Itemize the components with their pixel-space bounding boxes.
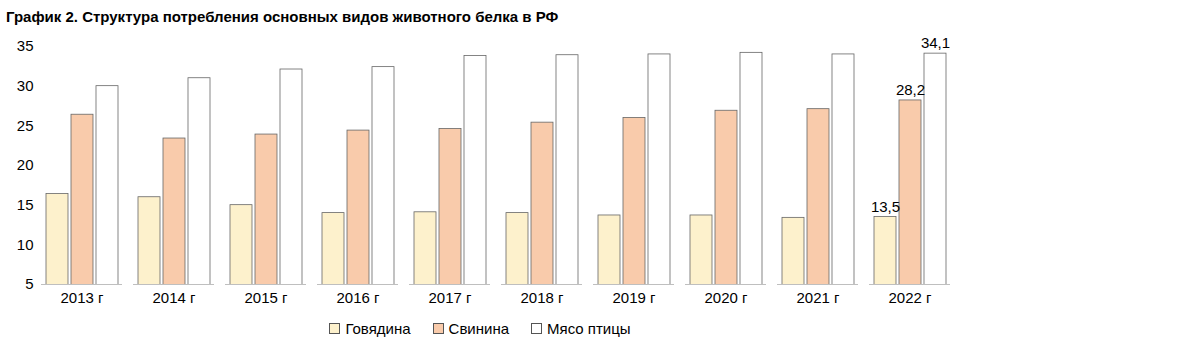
svg-text:28,2: 28,2: [896, 81, 925, 98]
svg-text:15: 15: [17, 196, 34, 213]
html-text:Свинина: Свинина: [448, 320, 509, 337]
svg-text:2015 г: 2015 г: [244, 289, 288, 306]
svg-text:2018 г: 2018 г: [520, 289, 564, 306]
html-text:Мясо птицы: Мясо птицы: [547, 320, 631, 337]
svg-text:2019 г: 2019 г: [612, 289, 656, 306]
svg-text:2021 г: 2021 г: [796, 289, 840, 306]
svg-text:34,1: 34,1: [921, 34, 950, 51]
svg-text:2016 г: 2016 г: [336, 289, 380, 306]
svg-text:10: 10: [17, 236, 34, 253]
svg-text:25: 25: [17, 117, 34, 134]
svg-text:5: 5: [25, 275, 33, 292]
svg-text:2013 г: 2013 г: [60, 289, 104, 306]
svg-text:20: 20: [17, 156, 34, 173]
svg-text:2022 г: 2022 г: [888, 289, 932, 306]
svg-text:30: 30: [17, 77, 34, 94]
svg-text:2014 г: 2014 г: [152, 289, 196, 306]
svg-text:13,5: 13,5: [871, 198, 900, 215]
svg-text:2020 г: 2020 г: [704, 289, 748, 306]
html-text:Говядина: Говядина: [345, 320, 411, 337]
svg-text:2017 г: 2017 г: [428, 289, 472, 306]
html-text:График 2. Структура потреблени: График 2. Структура потребления основных…: [6, 8, 559, 25]
svg-text:35: 35: [17, 37, 34, 54]
